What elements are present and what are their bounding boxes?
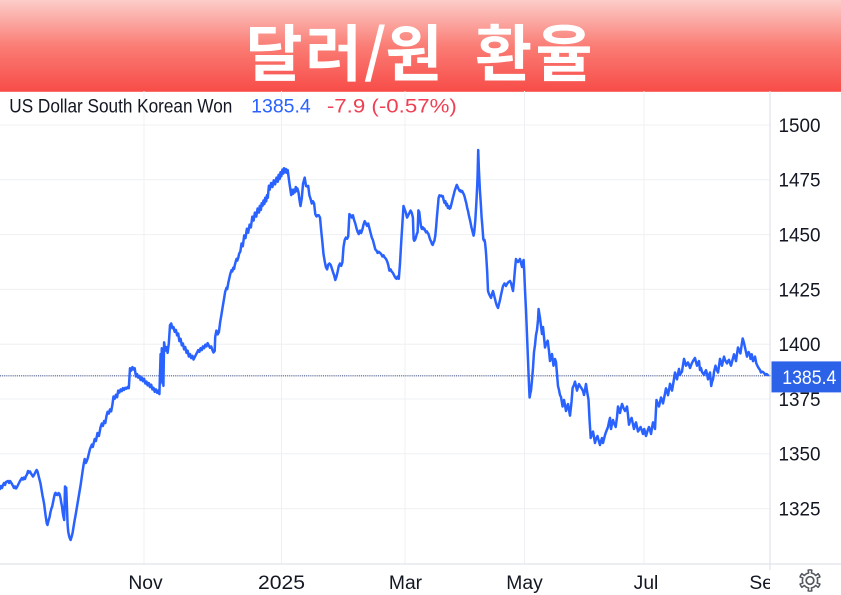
svg-text:1325: 1325 — [779, 500, 821, 521]
svg-text:Mar: Mar — [389, 573, 423, 594]
svg-text:Sep: Sep — [749, 573, 783, 594]
svg-text:1385.4: 1385.4 — [251, 97, 311, 118]
svg-text:1375: 1375 — [779, 390, 821, 411]
svg-text:1350: 1350 — [779, 445, 821, 466]
svg-text:1425: 1425 — [779, 280, 821, 301]
svg-text:May: May — [506, 573, 543, 594]
svg-text:-7.9 (-0.57%): -7.9 (-0.57%) — [327, 97, 457, 118]
svg-text:1400: 1400 — [779, 335, 821, 356]
svg-text:Jul: Jul — [634, 573, 659, 594]
svg-text:1450: 1450 — [779, 226, 821, 247]
svg-text:1385.4: 1385.4 — [782, 368, 836, 389]
svg-text:Nov: Nov — [128, 573, 163, 594]
svg-text:US Dollar South Korean Won: US Dollar South Korean Won — [9, 97, 232, 118]
svg-text:1475: 1475 — [779, 171, 821, 192]
svg-text:2025: 2025 — [258, 573, 305, 594]
svg-text:1500: 1500 — [779, 116, 821, 137]
